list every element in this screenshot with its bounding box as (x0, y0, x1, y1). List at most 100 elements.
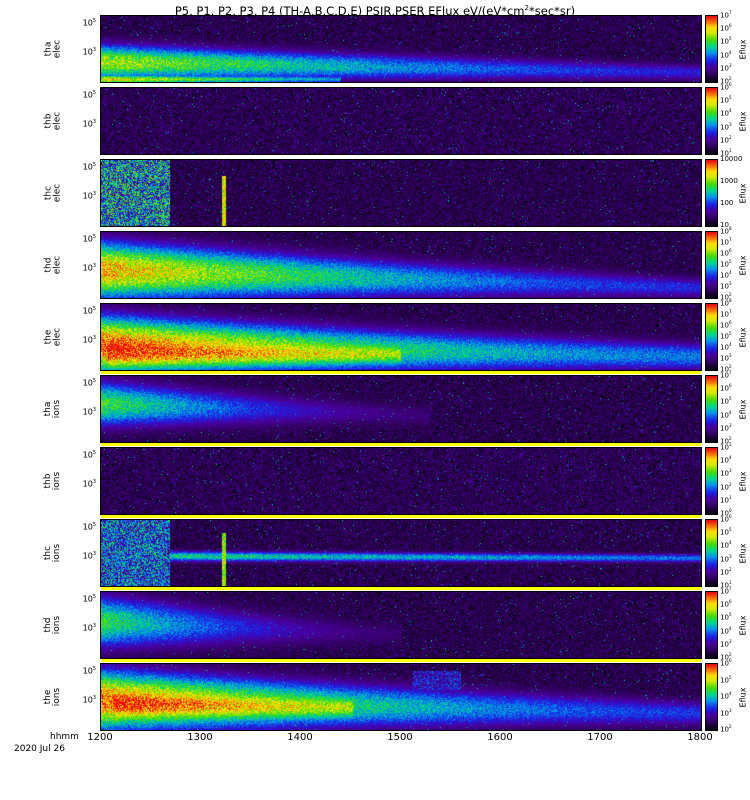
colorbar-canvas (706, 376, 717, 442)
tick-exponent: 2 (729, 483, 732, 488)
tick-exponent: 5 (93, 306, 96, 312)
x-axis-tick-label: 1200 (77, 732, 123, 743)
colorbar-tick: 103 (720, 123, 732, 131)
tick-base: 10 (720, 136, 729, 144)
tick-base: 10 (720, 64, 729, 72)
colorbar-canvas (706, 520, 717, 586)
tick-base: 10 (83, 480, 93, 489)
spectrogram-panel (100, 447, 702, 515)
spectrogram-canvas (101, 232, 701, 298)
yellow-separator (101, 587, 701, 590)
tick-exponent: 3 (93, 47, 96, 53)
tick-base: 10 (83, 48, 93, 57)
tick-exponent: 7 (729, 310, 732, 315)
tick-exponent: 5 (93, 90, 96, 96)
tick-base: 10 (720, 627, 729, 635)
tick-exponent: 4 (729, 411, 732, 416)
tick-base: 10 (83, 595, 93, 604)
colorbar-axis-label: Eflux (736, 303, 749, 371)
spectrogram-panel (100, 375, 702, 443)
colorbar-tick: 106 (720, 24, 732, 32)
colorbar (705, 87, 718, 155)
tick-base: 10 (83, 624, 93, 633)
colorbar-axis-text: Eflux (738, 471, 747, 491)
colorbar-canvas (706, 664, 717, 730)
colorbar-canvas (706, 304, 717, 370)
colorbar-axis-label: Eflux (736, 591, 749, 659)
tick-exponent: 4 (729, 343, 732, 348)
tick-base: 10 (83, 451, 93, 460)
colorbar-tick: 103 (720, 640, 732, 648)
tick-exponent: 5 (93, 18, 96, 24)
colorbar-canvas (706, 448, 717, 514)
yellow-separator (101, 371, 701, 374)
tick-base: 10 (720, 470, 729, 478)
tick-exponent: 3 (93, 191, 96, 197)
tick-exponent: 3 (729, 354, 732, 359)
tick-base: 10 (83, 379, 93, 388)
tick-base: 10 (83, 552, 93, 561)
tick-exponent: 2 (729, 568, 732, 573)
tick-exponent: 6 (729, 659, 732, 664)
colorbar-tick: 108 (720, 299, 732, 307)
y-axis-tick: 105 (60, 90, 96, 100)
tick-exponent: 3 (93, 479, 96, 485)
tick-exponent: 7 (729, 587, 732, 592)
tick-base: 10 (83, 408, 93, 417)
tick-base: 10 (720, 321, 729, 329)
tick-base: 10 (720, 555, 729, 563)
tick-exponent: 6 (729, 321, 732, 326)
tick-exponent: 5 (93, 594, 96, 600)
spectrogram-panel (100, 663, 702, 731)
spectrogram-panel (100, 519, 702, 587)
colorbar-tick: 107 (720, 238, 732, 246)
tick-exponent: 8 (729, 227, 732, 232)
colorbar-axis-text: Eflux (738, 543, 747, 563)
y-axis-tick: 103 (60, 623, 96, 633)
y-axis-tick: 105 (60, 450, 96, 460)
tick-exponent: 3 (93, 263, 96, 269)
spectrogram-canvas (101, 88, 701, 154)
tick-base: 10 (720, 38, 729, 46)
colorbar-tick: 103 (720, 424, 732, 432)
tick-base: 10 (720, 483, 729, 491)
tick-base: 10 (83, 120, 93, 129)
x-axis-unit-label: hhmm (50, 732, 79, 742)
tick-exponent: 1 (729, 496, 732, 501)
tick-exponent: 5 (729, 397, 732, 402)
tick-exponent: 2 (729, 293, 732, 298)
tick-exponent: 3 (93, 335, 96, 341)
colorbar-tick: 106 (720, 249, 732, 257)
colorbar-tick: 103 (720, 282, 732, 290)
colorbar-canvas (706, 592, 717, 658)
tick-exponent: 3 (729, 640, 732, 645)
colorbar-tick: 103 (720, 709, 732, 717)
tick-exponent: 5 (93, 162, 96, 168)
y-axis-tick: 103 (60, 263, 96, 273)
colorbar-tick: 105 (720, 37, 732, 45)
spectrogram-panel (100, 87, 702, 155)
colorbar-tick: 103 (720, 555, 732, 563)
tick-base: 10 (83, 91, 93, 100)
tick-base: 10 (720, 238, 729, 246)
tick-exponent: 3 (93, 119, 96, 125)
tick-exponent: 5 (93, 666, 96, 672)
tick-exponent: 1 (729, 149, 732, 154)
colorbar-tick: 105 (720, 613, 732, 621)
colorbar-tick: 104 (720, 541, 732, 549)
tick-exponent: 7 (729, 371, 732, 376)
spectrogram-canvas (101, 520, 701, 586)
colorbar-tick: 107 (720, 371, 732, 379)
colorbar-tick: 105 (720, 332, 732, 340)
colorbar-axis-label: Eflux (736, 519, 749, 587)
tick-base: 10 (720, 676, 729, 684)
colorbar-tick: 103 (720, 64, 732, 72)
tick-base: 10 (720, 227, 729, 235)
colorbar-axis-label: Eflux (736, 375, 749, 443)
y-axis-tick: 105 (60, 306, 96, 316)
y-axis-tick: 105 (60, 234, 96, 244)
tick-exponent: 4 (729, 109, 732, 114)
y-axis-tick: 103 (60, 47, 96, 57)
colorbar-tick: 104 (720, 51, 732, 59)
x-axis-tick-label: 1800 (677, 732, 723, 743)
